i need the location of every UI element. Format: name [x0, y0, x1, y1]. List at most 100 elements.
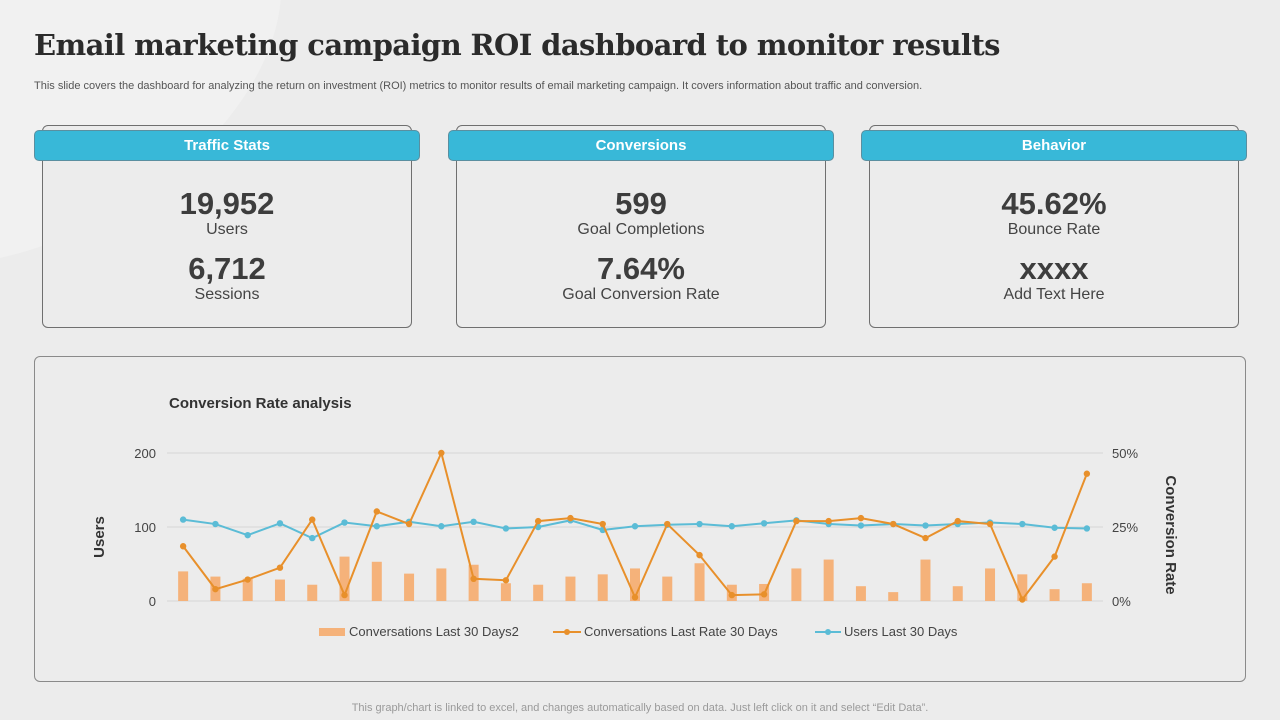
goal-completions-metric: 599 Goal Completions	[456, 187, 826, 239]
bar	[404, 573, 415, 601]
metric-value: xxxx	[1019, 251, 1089, 286]
metric-label: Goal Conversion Rate	[562, 286, 720, 303]
users-last-30-days-point	[696, 520, 703, 528]
users-last-30-days-point	[1019, 520, 1026, 528]
users-last-30-days-point	[1051, 524, 1058, 531]
y2-tick-label: 0%	[1112, 594, 1131, 609]
users-last-30-days-point	[728, 523, 736, 530]
conversations-last-rate-point	[728, 591, 736, 599]
metric-value: 19,952	[179, 186, 275, 221]
users-last-30-days-point	[341, 519, 348, 526]
metric-value: 6,712	[188, 251, 266, 286]
conversations-last-rate-point	[857, 514, 865, 522]
chart-axes: 200 100 0 50% 25% 0% Users Conversion Ra…	[91, 446, 1179, 609]
bar	[1017, 574, 1028, 601]
bar	[274, 579, 285, 601]
conversations-last-rate-point	[373, 508, 380, 515]
users-last-30-days-point	[276, 520, 284, 527]
bounce-rate-metric: 45.62% Bounce Rate	[869, 187, 1239, 239]
line-series	[179, 449, 1091, 603]
metric-label: Bounce Rate	[1007, 221, 1101, 238]
legend-label: Conversations Last Rate 30 Days	[584, 624, 778, 639]
conversations-last-rate-point	[1083, 470, 1091, 477]
conversations-last-rate-point	[890, 520, 897, 528]
bar	[630, 568, 640, 601]
bar	[952, 586, 963, 601]
conversations-last-rate-point	[438, 449, 445, 457]
bar	[339, 556, 350, 601]
page-subtitle: This slide covers the dashboard for anal…	[34, 80, 923, 92]
users-last-30-days-point	[373, 523, 380, 530]
conversations-last-rate-point	[276, 564, 284, 571]
conversations-last-rate-point	[631, 594, 639, 601]
chart-title: Conversion Rate analysis	[169, 395, 352, 412]
footer-note: This graph/chart is linked to excel, and…	[351, 702, 929, 714]
bar	[791, 568, 802, 601]
conversations-last-rate-point	[567, 514, 574, 522]
y-tick-label: 100	[134, 520, 156, 535]
conversations-last-rate-point	[954, 517, 961, 525]
users-last-30-days-point	[502, 525, 510, 532]
users-last-30-days-point	[922, 522, 929, 529]
conversations-last-rate-point	[760, 591, 768, 598]
bar	[371, 561, 382, 601]
conversion-chart-panel[interactable]: Conversion Rate analysis 200 100 0 50% 2…	[34, 356, 1246, 682]
users-last-30-days-point	[1083, 525, 1091, 532]
metric-value: 45.62%	[1001, 186, 1107, 221]
bar	[500, 583, 511, 601]
legend-marker	[825, 629, 831, 635]
conversion-rate-chart[interactable]: Conversion Rate analysis 200 100 0 50% 2…	[35, 357, 1247, 683]
users-last-30-days-point	[857, 522, 865, 529]
conversations-last-rate-point	[341, 591, 348, 599]
goal-conversion-rate-metric: 7.64% Goal Conversion Rate	[456, 252, 826, 304]
y-tick-label: 0	[149, 594, 156, 609]
users-last-30-days-point	[244, 531, 251, 539]
bar	[694, 563, 705, 601]
bar	[920, 559, 931, 601]
metric-label: Users	[206, 221, 248, 238]
conversations-last-rate-point	[244, 576, 251, 583]
conversations-last-rate-point	[986, 520, 994, 528]
conversations-last-rate-point	[825, 517, 832, 525]
bar	[307, 584, 318, 601]
conversions-card: Conversions 599 Goal Completions 7.64% G…	[448, 125, 834, 328]
conversations-last-rate-point	[599, 520, 606, 528]
legend-marker	[564, 629, 570, 635]
users-last-30-days-point	[212, 520, 219, 528]
conversations-last-rate-point	[793, 517, 800, 525]
users-last-30-days-point	[631, 523, 639, 530]
bar	[533, 584, 544, 601]
conversations-last-rate-point	[470, 575, 477, 582]
conversations-last-rate-point	[1051, 553, 1058, 560]
card-header: Behavior	[861, 130, 1247, 161]
y2-tick-label: 50%	[1112, 446, 1138, 461]
conversations-last-rate-point	[502, 577, 510, 584]
placeholder-metric: xxxx Add Text Here	[869, 252, 1239, 304]
card-header: Traffic Stats	[34, 130, 420, 161]
bar	[597, 574, 608, 601]
conversations-last-rate-point	[664, 520, 671, 528]
users-last-30-days-point	[438, 523, 445, 530]
bar	[823, 559, 834, 601]
chart-legend: Conversations Last 30 Days2 Conversation…	[319, 624, 958, 639]
bar	[468, 564, 479, 601]
behavior-card: Behavior 45.62% Bounce Rate xxxx Add Tex…	[861, 125, 1247, 328]
conversations-last-rate-point	[922, 534, 929, 542]
metric-label: Add Text Here	[1003, 286, 1105, 303]
conversations-last-rate-point	[696, 551, 703, 559]
users-last-30-days-point	[309, 534, 316, 542]
users-last-30-days-point	[760, 520, 768, 527]
conversations-last-rate-point	[309, 516, 316, 523]
y-axis-label: Users	[91, 516, 108, 558]
metric-value: 7.64%	[597, 251, 685, 286]
bar	[985, 568, 996, 601]
bar	[565, 576, 576, 601]
conversations-last-rate-point	[1019, 596, 1026, 603]
legend-label: Conversations Last 30 Days2	[349, 624, 519, 639]
bar	[242, 578, 253, 601]
metric-label: Sessions	[194, 286, 260, 303]
users-metric: 19,952 Users	[42, 187, 412, 239]
bar	[178, 571, 189, 601]
bar	[662, 576, 673, 601]
y-tick-label: 200	[134, 446, 156, 461]
